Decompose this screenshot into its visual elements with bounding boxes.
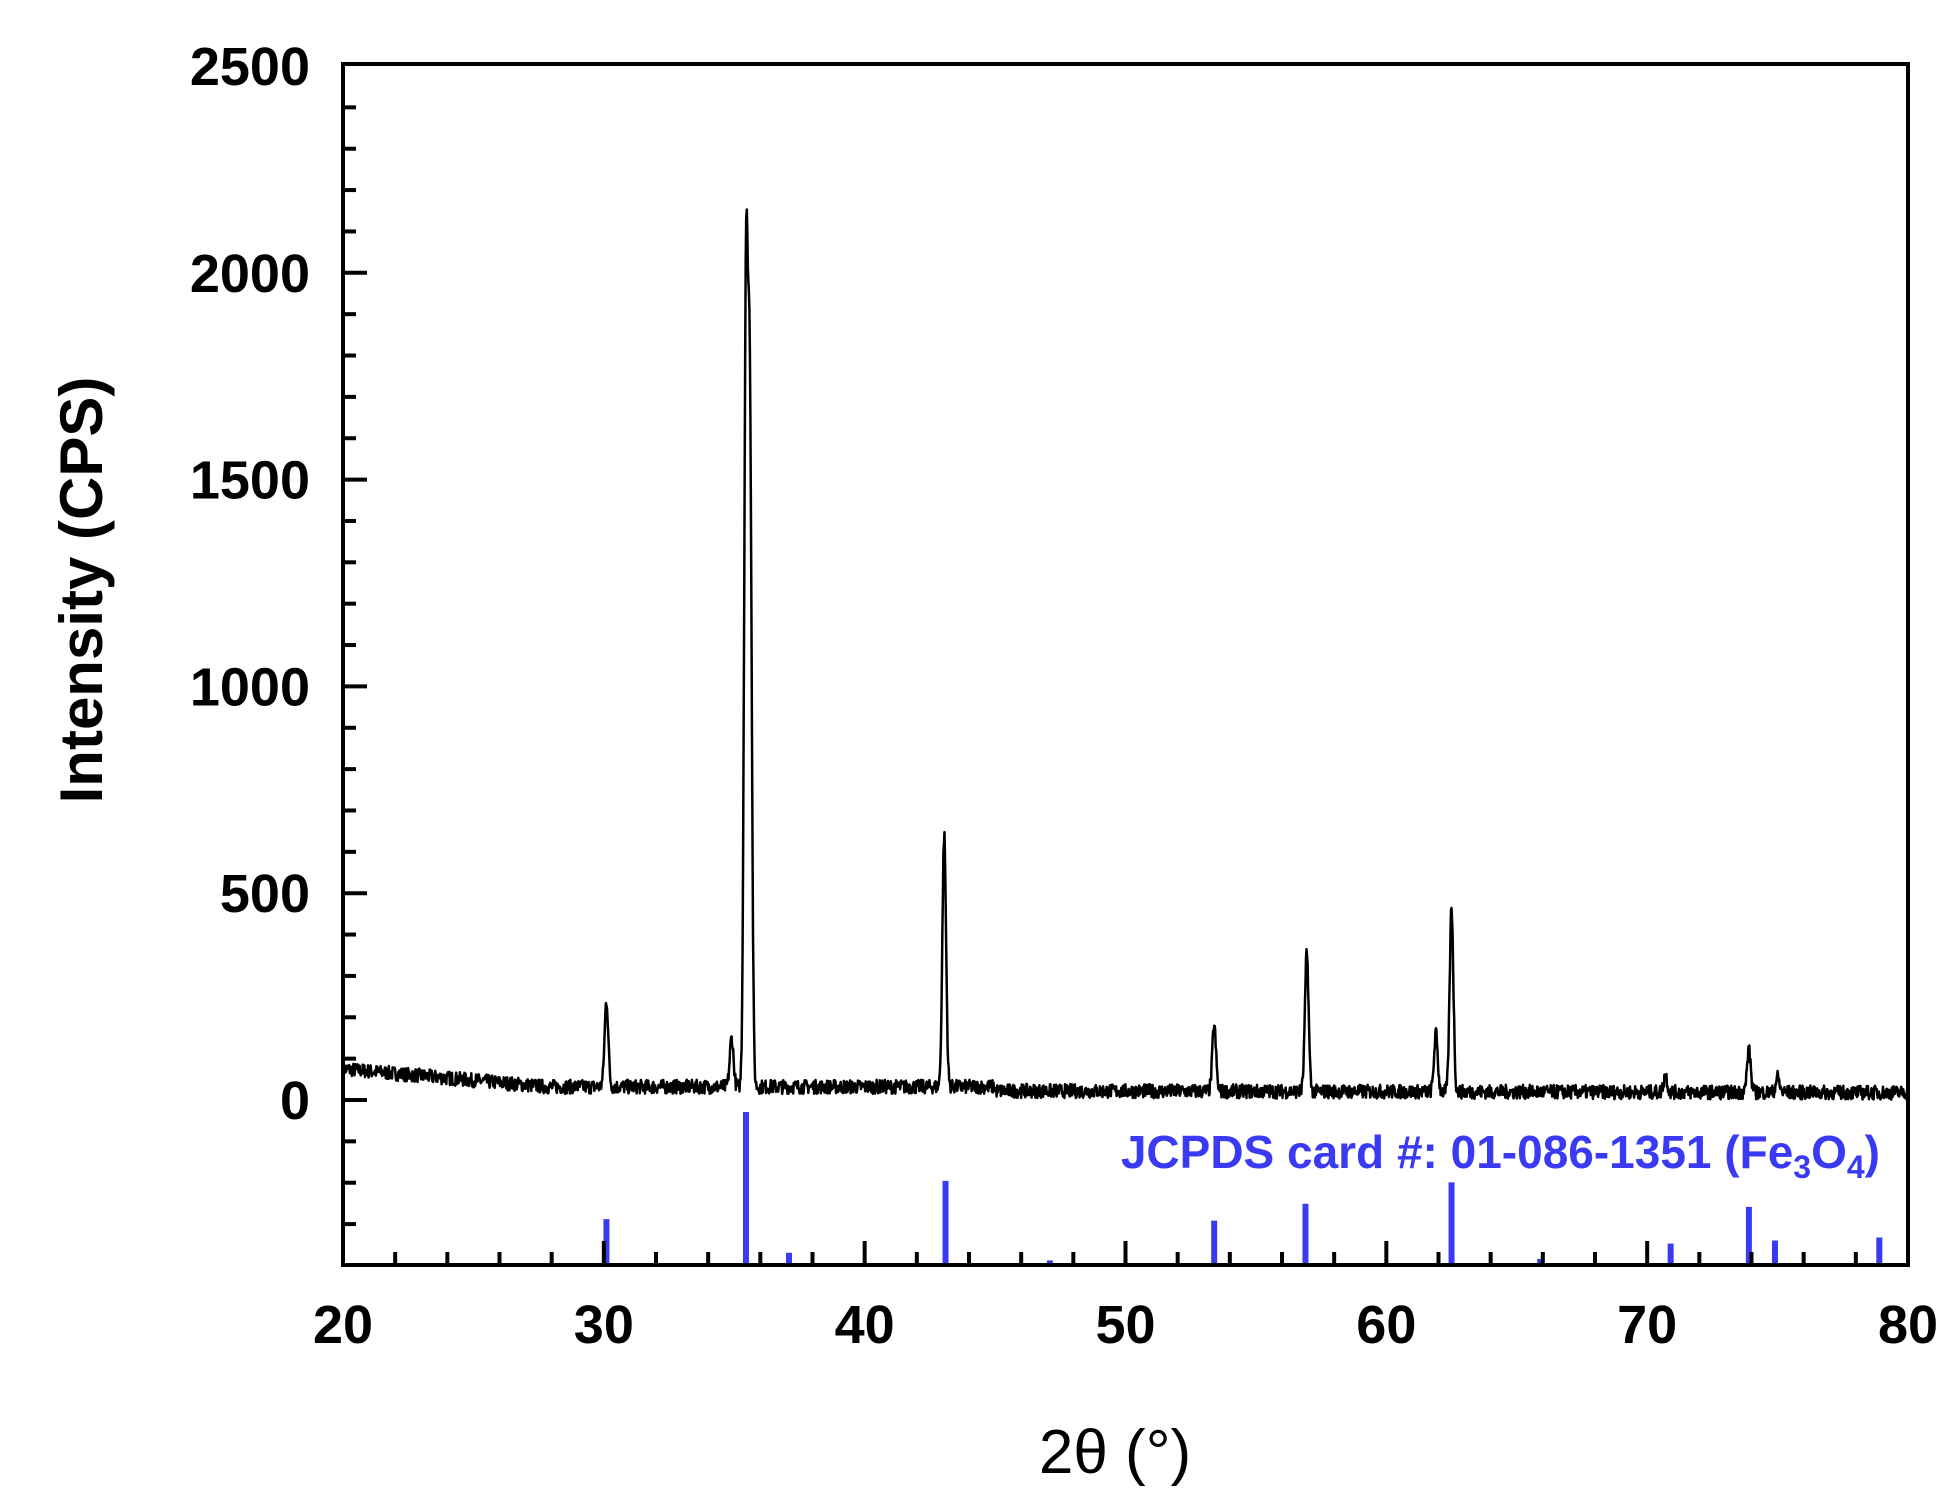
x-tick-label: 20 <box>313 1295 373 1355</box>
xrd-pattern-line <box>341 208 1910 1101</box>
x-tick-label: 60 <box>1356 1295 1416 1355</box>
x-tick-label: 30 <box>574 1295 634 1355</box>
y-tick-label: 1000 <box>190 657 310 717</box>
y-axis: 0 500 1000 1500 2000 2500 <box>190 37 367 1227</box>
reference-lines <box>603 1112 1883 1265</box>
y-tick-label: 1500 <box>190 451 310 511</box>
y-tick-label: 2500 <box>190 37 310 97</box>
x-tick-label: 50 <box>1095 1295 1155 1355</box>
reference-label-prefix: JCPDS card #: 01-086-1351 (Fe <box>1121 1126 1793 1178</box>
x-tick-label: 80 <box>1878 1295 1938 1355</box>
x-axis-title: 2θ (°) <box>1039 1418 1191 1487</box>
x-tick-label: 40 <box>835 1295 895 1355</box>
reference-card-label: JCPDS card #: 01-086-1351 (Fe3O4) <box>1121 1126 1880 1185</box>
y-axis-title: Intensity (CPS) <box>48 377 115 804</box>
y-tick-label: 2000 <box>190 244 310 304</box>
y-tick-label: 0 <box>280 1071 310 1131</box>
reference-label-suffix: ) <box>1865 1126 1880 1178</box>
reference-label-sub1: 3 <box>1793 1149 1811 1185</box>
x-tick-label: 70 <box>1617 1295 1677 1355</box>
x-axis: 20 30 40 50 60 70 80 <box>313 1241 1938 1355</box>
y-tick-label: 500 <box>220 864 310 924</box>
reference-label-sub2: 4 <box>1847 1149 1865 1185</box>
reference-label-mid: O <box>1811 1126 1847 1178</box>
